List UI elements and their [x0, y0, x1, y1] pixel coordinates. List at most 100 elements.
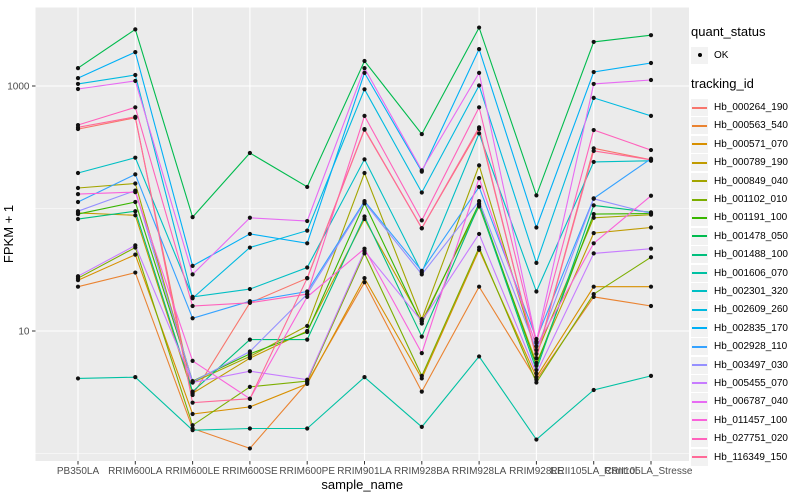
data-point [419, 226, 424, 231]
line-swatch-icon [692, 400, 707, 403]
x-tick-label: RRIM928LA [452, 466, 507, 477]
data-point [534, 260, 539, 265]
data-point [305, 292, 310, 297]
data-point [247, 384, 252, 389]
line-swatch-icon [692, 364, 707, 367]
series-color-key [691, 374, 708, 392]
series-color-key [691, 356, 708, 374]
line-swatch-icon [692, 198, 707, 201]
legend-item-label: Hb_000571_070 [714, 138, 788, 150]
data-point [534, 340, 539, 345]
data-point [591, 196, 596, 201]
legend-item-Hb_006787_040: Hb_006787_040 [691, 393, 799, 411]
data-point [534, 437, 539, 442]
data-point [591, 203, 596, 208]
data-point [305, 276, 310, 281]
data-point [419, 351, 424, 356]
legend-item-label: Hb_001102_010 [714, 194, 788, 206]
data-point [362, 200, 367, 205]
data-point [648, 60, 654, 66]
legend-item-label: Hb_001606_070 [714, 267, 788, 279]
x-axis-title: sample_name [321, 477, 403, 492]
data-point [477, 176, 482, 181]
data-point [190, 423, 195, 428]
data-point [648, 255, 654, 260]
data-point [591, 212, 596, 217]
data-point [591, 284, 596, 289]
series-color-key [691, 227, 708, 245]
data-point [477, 231, 482, 237]
line-swatch-icon [692, 216, 707, 219]
data-point [591, 387, 596, 393]
data-point [591, 230, 596, 236]
data-point [534, 351, 539, 357]
data-point [591, 69, 596, 75]
data-point [419, 168, 424, 173]
legend-item-Hb_116349_150: Hb_116349_150 [691, 448, 799, 466]
data-point [419, 190, 424, 195]
legend-item-label: Hb_001478_050 [714, 230, 788, 242]
legend-item-Hb_001606_070: Hb_001606_070 [691, 264, 799, 282]
legend-item-Hb_001191_100: Hb_001191_100 [691, 209, 799, 227]
legend-item-Hb_002609_260: Hb_002609_260 [691, 301, 799, 319]
x-tick-label: RRIM901LA [337, 466, 392, 477]
data-point [648, 373, 654, 379]
data-point [133, 190, 138, 195]
data-point [419, 272, 424, 277]
data-point [477, 284, 482, 289]
data-point [534, 380, 539, 385]
data-point [534, 367, 539, 373]
data-point [362, 70, 367, 75]
legend-item-label: Hb_002609_260 [714, 304, 788, 316]
data-point [419, 424, 424, 429]
legend-item-Hb_000571_070: Hb_000571_070 [691, 135, 799, 153]
series-color-key [691, 282, 708, 300]
data-point [75, 76, 81, 81]
data-point [305, 377, 310, 382]
legend-item-Hb_027751_020: Hb_027751_020 [691, 429, 799, 448]
y-tick-label: 1000 [7, 82, 30, 93]
x-tick-label: RRIM600LA [108, 466, 163, 477]
data-point [75, 192, 81, 197]
data-point [75, 216, 81, 222]
data-point [648, 193, 654, 198]
data-point [419, 319, 424, 324]
data-point [419, 218, 424, 223]
data-point [190, 272, 195, 277]
data-point [190, 411, 195, 417]
line-swatch-icon [692, 235, 707, 238]
line-chart-panel: 1000 10 PB350LA RRIM600LA RRIM600LE RRIM600SE… [1, 7, 692, 492]
legend-item-Hb_000849_040: Hb_000849_040 [691, 172, 799, 190]
data-point [362, 214, 367, 219]
data-point [648, 225, 654, 230]
data-point [362, 126, 367, 132]
data-point [477, 125, 482, 130]
data-point [133, 270, 138, 275]
data-point [133, 181, 138, 186]
legend-item-Hb_002928_110: Hb_002928_110 [691, 337, 799, 356]
data-point [190, 400, 195, 405]
data-point [362, 58, 367, 64]
data-point [591, 39, 596, 45]
legend-item-Hb_011457_100: Hb_011457_100 [691, 411, 799, 429]
data-point [247, 396, 252, 401]
data-point [75, 376, 81, 381]
data-point [247, 286, 252, 292]
data-point [648, 211, 654, 216]
legend-item-label: Hb_001191_100 [714, 212, 788, 224]
data-point [648, 284, 654, 289]
legend-item-label: Hb_000563_540 [714, 120, 788, 132]
data-point [477, 105, 482, 110]
data-point [362, 87, 367, 92]
line-swatch-icon [692, 327, 707, 330]
data-point [591, 251, 596, 256]
line-swatch-icon [692, 272, 707, 275]
data-point [477, 202, 482, 208]
data-point [648, 157, 654, 162]
data-point [534, 344, 539, 349]
data-point [534, 360, 539, 365]
legend-item-label: Hb_011457_100 [714, 414, 788, 426]
data-point [247, 245, 252, 250]
data-point [133, 114, 138, 119]
legend-item-label: Hb_005455_070 [714, 377, 788, 389]
